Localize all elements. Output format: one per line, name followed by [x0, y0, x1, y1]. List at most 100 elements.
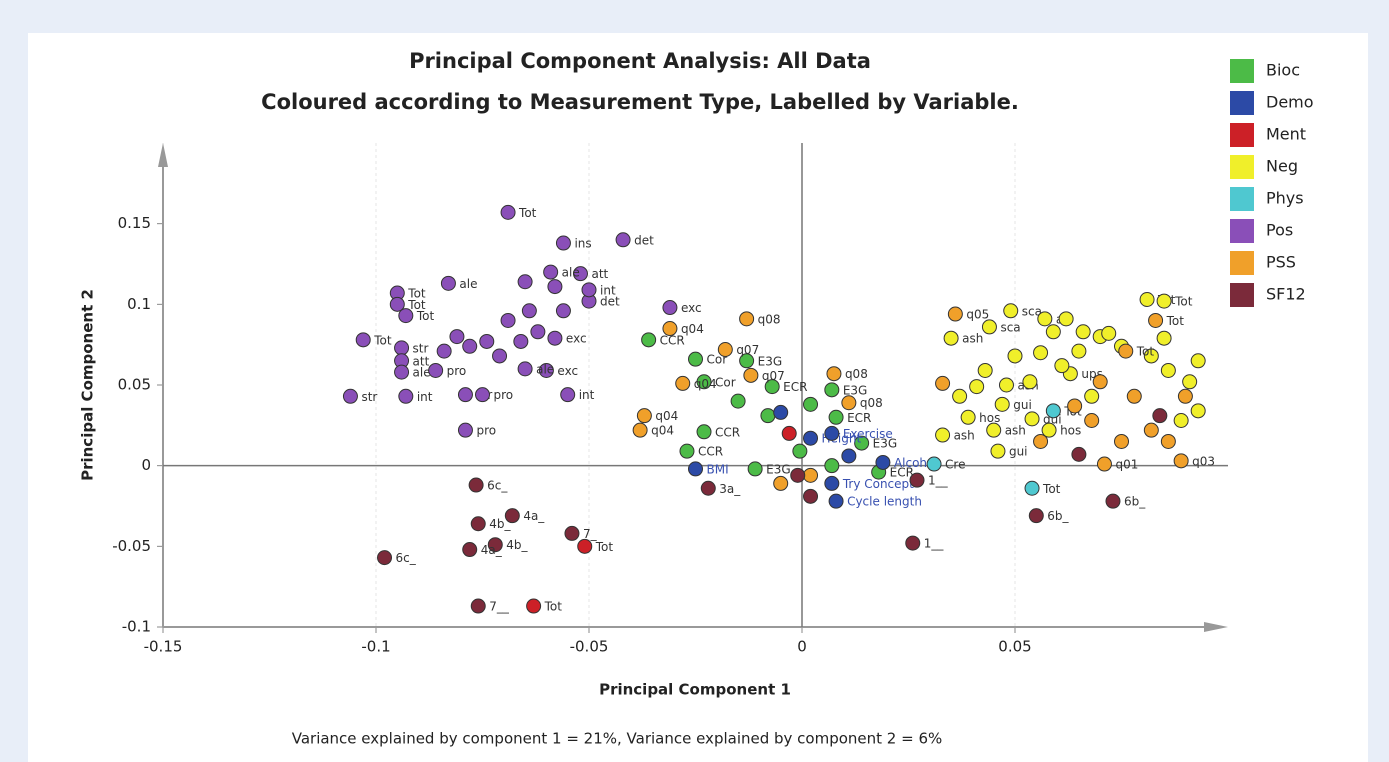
point: [457, 387, 473, 403]
legend-swatch: [1230, 283, 1254, 307]
point-label: ale: [536, 362, 554, 376]
point-label: exc: [681, 301, 702, 315]
point: [1084, 388, 1100, 404]
point: [826, 366, 842, 382]
legend-label: PSS: [1266, 253, 1296, 272]
legend-label: Neg: [1266, 157, 1298, 176]
point-label: pro: [447, 364, 467, 378]
point-label: Tot: [416, 309, 435, 323]
point: [662, 300, 678, 316]
point: [679, 443, 695, 459]
point: [1071, 343, 1087, 359]
legend-swatch: [1230, 219, 1254, 243]
point: [1033, 345, 1049, 361]
point-label: 4a_: [481, 543, 503, 557]
point-label: ECR: [847, 411, 871, 425]
point-label: Tot: [544, 600, 563, 614]
legend-label: Phys: [1266, 189, 1304, 208]
point: [1143, 348, 1159, 364]
point-label: exc: [566, 332, 587, 346]
point: [981, 319, 997, 335]
point-label: Tot: [407, 287, 426, 301]
point: [824, 475, 840, 491]
point-label: E3G: [843, 383, 868, 397]
point-label: q05: [966, 308, 989, 322]
x-tick-label: -0.1: [361, 638, 390, 656]
point: [926, 456, 942, 472]
point-label: hos: [1060, 424, 1081, 438]
point: [581, 282, 597, 298]
point: [994, 396, 1010, 412]
point: [1024, 480, 1040, 496]
point: [952, 388, 968, 404]
point: [1071, 446, 1087, 462]
point: [1126, 388, 1142, 404]
point-label: sca: [1000, 320, 1020, 334]
point: [398, 388, 414, 404]
point: [355, 332, 371, 348]
point: [700, 480, 716, 496]
point: [1143, 422, 1159, 438]
point: [854, 435, 870, 451]
x-axis-label: Principal Component 1: [599, 681, 791, 699]
point: [1173, 453, 1189, 469]
point: [1160, 362, 1176, 378]
point: [764, 379, 780, 395]
point: [739, 311, 755, 327]
point: [688, 351, 703, 367]
point-label: q08: [758, 312, 781, 326]
point: [1190, 403, 1206, 419]
point-label: int: [579, 388, 595, 402]
point-label: gui: [1009, 445, 1028, 459]
point: [675, 375, 691, 391]
point: [1033, 433, 1049, 449]
point: [1160, 433, 1176, 449]
point-label: 3a_: [719, 482, 741, 496]
point: [1037, 311, 1053, 327]
point: [449, 329, 465, 345]
point-label: q04: [681, 322, 704, 336]
point: [1114, 433, 1129, 449]
y-tick-label: 0.15: [118, 214, 151, 232]
point-label: ale: [459, 277, 477, 291]
point: [990, 443, 1006, 459]
point: [436, 343, 452, 359]
point-label: Tot: [1174, 295, 1193, 309]
legend-swatch: [1230, 123, 1254, 147]
point-label: gui: [1013, 398, 1032, 412]
point: [935, 427, 951, 443]
point: [803, 488, 819, 504]
point: [841, 448, 857, 464]
point: [1007, 348, 1023, 364]
point-label: ash: [954, 429, 975, 443]
point: [1084, 412, 1100, 428]
point: [1118, 343, 1134, 359]
point: [492, 348, 508, 364]
legend-label: Pos: [1266, 221, 1293, 240]
point: [760, 408, 776, 424]
point: [500, 204, 516, 220]
point: [547, 330, 563, 346]
point: [521, 303, 537, 319]
point: [875, 454, 891, 470]
legend-swatch: [1230, 91, 1254, 115]
point: [781, 425, 797, 441]
point-label: q01: [1115, 458, 1138, 472]
point: [398, 308, 414, 324]
point-label: ash: [1005, 424, 1026, 438]
point: [824, 458, 840, 474]
point-label: q04: [655, 409, 678, 423]
point-label: 4b_: [506, 538, 528, 552]
point: [717, 342, 733, 358]
x-tick-label: -0.15: [144, 638, 183, 656]
point: [824, 382, 840, 398]
point-label: Cre: [945, 458, 965, 472]
point: [1105, 493, 1121, 509]
legend-swatch: [1230, 155, 1254, 179]
point: [428, 362, 444, 378]
point: [803, 430, 819, 446]
point-label: q04: [651, 424, 674, 438]
point: [688, 461, 703, 477]
point-label: E3G: [766, 462, 791, 476]
point: [662, 321, 678, 337]
